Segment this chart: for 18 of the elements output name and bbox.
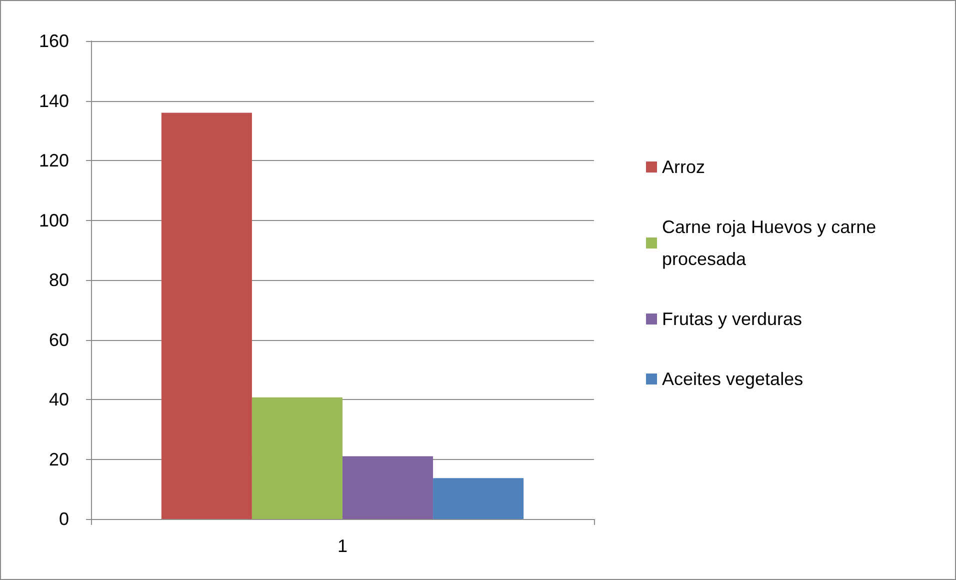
- legend-label: Carne roja Huevos y carne procesada: [662, 217, 882, 269]
- y-tick-label: 80: [48, 270, 69, 290]
- x-tick-label: 1: [337, 536, 348, 556]
- legend-label: Frutas y verduras: [662, 309, 802, 329]
- y-tick-label: 160: [38, 31, 69, 51]
- bar: [342, 456, 434, 519]
- y-tick-label: 20: [48, 449, 69, 470]
- y-tick-label: 60: [48, 330, 69, 350]
- y-tick-label: 0: [58, 509, 69, 529]
- y-tick-label: 120: [38, 150, 69, 170]
- y-tick-label: 140: [38, 90, 69, 111]
- legend-label: Arroz: [662, 157, 706, 177]
- legend-label: Aceites vegetales: [662, 369, 804, 389]
- bar: [433, 478, 524, 519]
- y-tick-label: 100: [38, 210, 69, 230]
- bar: [161, 112, 252, 519]
- y-tick-label: 40: [48, 390, 69, 410]
- bar: [252, 397, 342, 519]
